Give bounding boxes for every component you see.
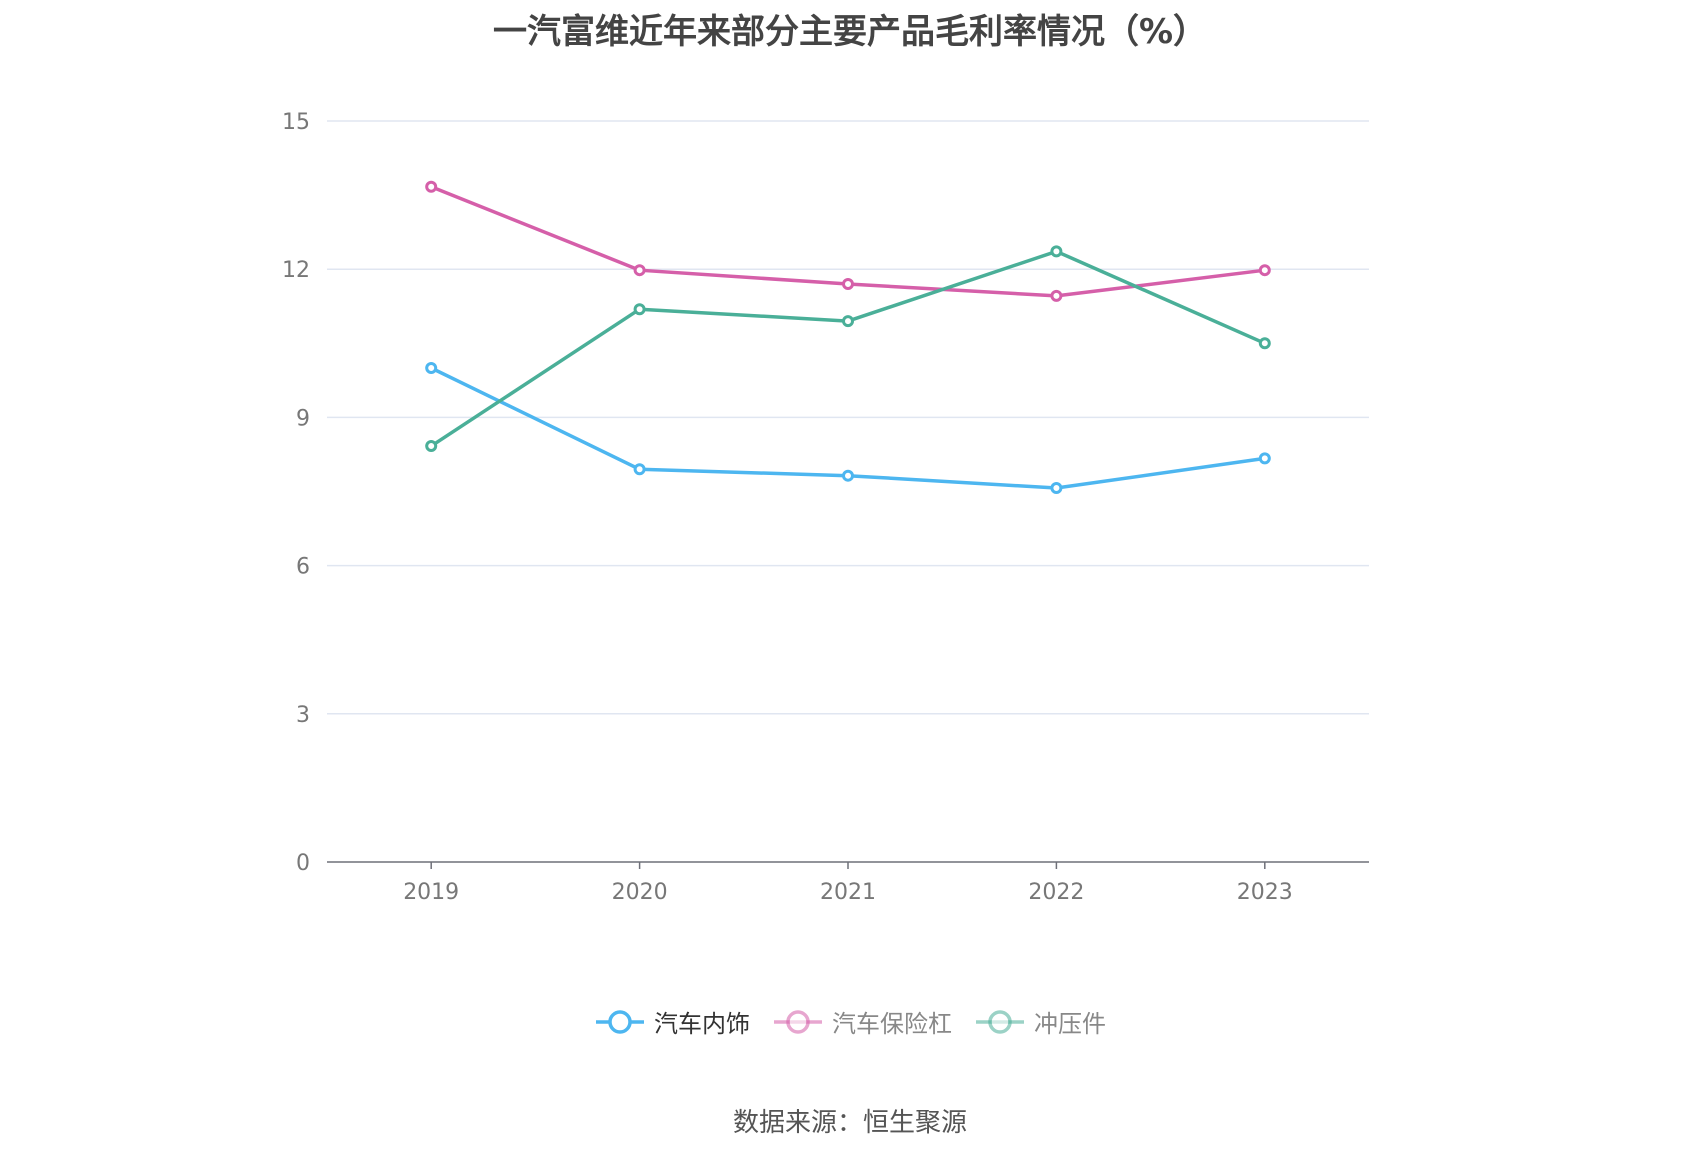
y-tick-label: 9 xyxy=(296,406,310,431)
legend-item[interactable]: 冲压件 xyxy=(974,1004,1106,1039)
x-tick-label: 2022 xyxy=(1028,880,1084,905)
data-point xyxy=(633,303,646,316)
data-point xyxy=(425,180,438,193)
legend-label: 汽车保险杠 xyxy=(832,1010,952,1038)
y-tick-label: 15 xyxy=(282,110,310,135)
axes: 0 3 6 9 12 15 2019 2020 2021 2022 2023 xyxy=(282,110,1369,905)
data-point xyxy=(842,315,854,328)
series-layer xyxy=(425,180,1271,495)
legend-item[interactable]: 汽车保险杠 xyxy=(772,1004,952,1039)
data-point xyxy=(1050,289,1063,302)
data-point xyxy=(842,278,854,291)
legend-marker-icon xyxy=(976,1009,1024,1034)
data-point xyxy=(1050,245,1063,258)
data-point xyxy=(425,440,438,453)
line-chart: 0 3 6 9 12 15 2019 2020 2021 2022 2023 xyxy=(282,110,1369,905)
data-point xyxy=(633,463,646,476)
data-point xyxy=(1050,482,1063,495)
series-2 xyxy=(425,180,1271,302)
y-tick-label: 0 xyxy=(296,851,310,876)
series-1 xyxy=(425,362,1271,495)
data-point xyxy=(1258,452,1271,465)
legend-label: 冲压件 xyxy=(1034,1010,1106,1038)
y-tick-label: 6 xyxy=(296,555,310,580)
data-point xyxy=(633,264,646,277)
data-source: 数据来源：恒生聚源 xyxy=(732,1108,967,1138)
data-point xyxy=(1258,337,1271,350)
y-tick-label: 12 xyxy=(282,258,310,283)
y-tick-label: 3 xyxy=(296,703,310,728)
x-tick-label: 2023 xyxy=(1237,880,1293,905)
grid-lines xyxy=(327,120,1369,715)
legend: 汽车内饰 汽车保险杠 冲压件 xyxy=(0,1004,1700,1039)
series-3 xyxy=(425,245,1271,453)
chart-title: 一汽富维近年来部分主要产品毛利率情况（%） xyxy=(492,12,1208,52)
legend-marker-icon xyxy=(774,1009,822,1034)
data-point xyxy=(1258,264,1271,277)
legend-marker-icon xyxy=(596,1009,644,1034)
data-point xyxy=(425,362,438,374)
legend-label: 汽车内饰 xyxy=(654,1010,750,1038)
x-tick-label: 2019 xyxy=(403,880,459,905)
data-point xyxy=(842,469,854,482)
x-tick-label: 2020 xyxy=(612,880,668,905)
legend-item[interactable]: 汽车内饰 xyxy=(594,1004,750,1039)
x-tick-label: 2021 xyxy=(820,880,876,905)
